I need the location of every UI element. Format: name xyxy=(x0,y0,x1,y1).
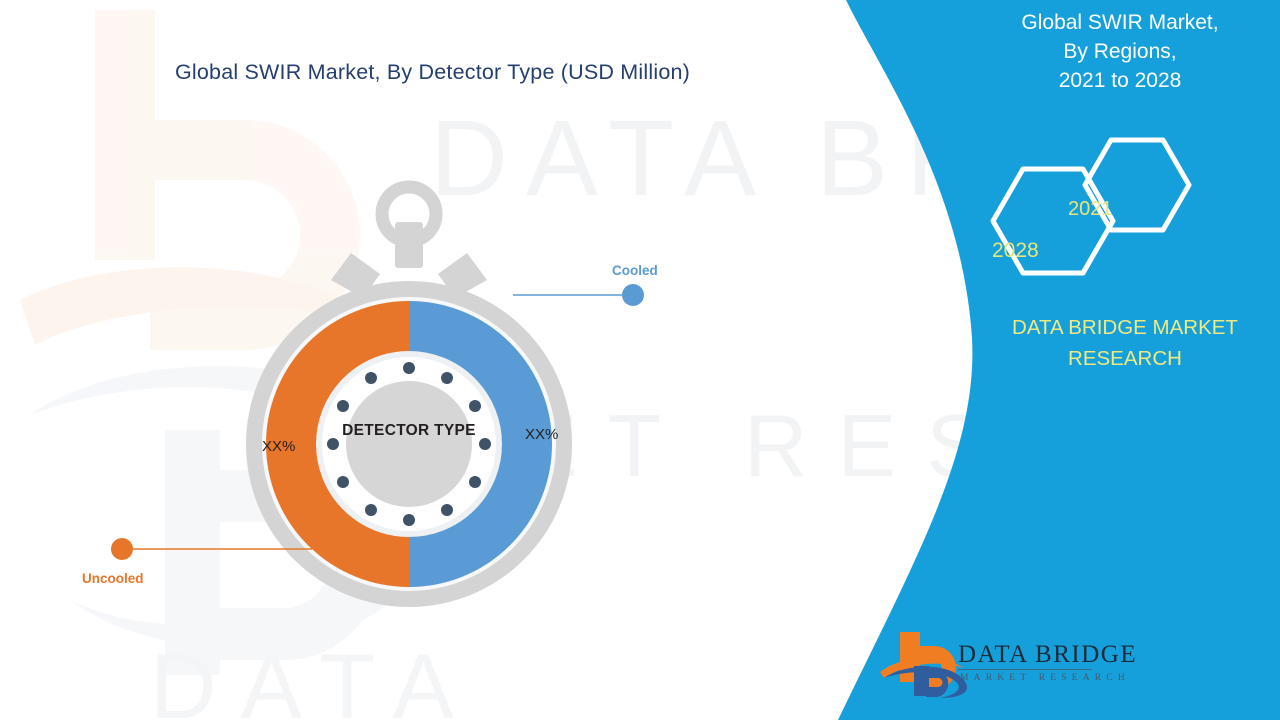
callout-label-cooled: Cooled xyxy=(612,263,658,278)
stopwatch-stem xyxy=(395,222,423,268)
donut-slice-uncooled xyxy=(266,301,410,587)
donut-slice-cooled xyxy=(408,301,552,587)
right-panel-title-line1: Global SWIR Market, xyxy=(1021,11,1219,34)
hexagon-2021 xyxy=(1082,137,1192,233)
donut-center-hub xyxy=(346,381,472,507)
right-panel-title-line2: By Regions, xyxy=(1063,40,1177,63)
brand-line-1: DATA BRIDGE MARKET xyxy=(1012,316,1238,339)
clock-dot-markers xyxy=(327,362,491,526)
logo-divider xyxy=(958,669,1092,670)
right-panel-title-line3: 2021 to 2028 xyxy=(1058,69,1182,92)
brand-line-2: RESEARCH xyxy=(1068,347,1182,370)
logo-wordmark: DATA BRIDGE xyxy=(958,641,1138,668)
hexagon-group: 2021 2028 xyxy=(975,135,1205,285)
donut-center-label: DETECTOR TYPE xyxy=(342,422,476,439)
hexagon-outlines xyxy=(990,137,1192,276)
hexagon-label-2021: 2021 xyxy=(1068,198,1113,220)
data-bridge-logo-icon xyxy=(880,632,968,698)
hexagon-label-2028: 2028 xyxy=(992,239,1039,262)
slice-value-uncooled: XX% xyxy=(262,438,296,455)
slice-value-cooled: XX% xyxy=(525,426,559,443)
callout-label-uncooled: Uncooled xyxy=(82,571,144,586)
watermark-row-3: DATA xyxy=(150,636,478,720)
right-panel-brand: DATA BRIDGE MARKET RESEARCH xyxy=(975,312,1275,374)
hexagon-2028 xyxy=(990,166,1116,276)
logo-tagline: MARKET RESEARCH xyxy=(960,673,1130,683)
right-panel-title: Global SWIR Market, By Regions, 2021 to … xyxy=(960,8,1280,95)
donut-chart xyxy=(246,180,572,607)
page-title: Global SWIR Market, By Detector Type (US… xyxy=(175,60,690,84)
